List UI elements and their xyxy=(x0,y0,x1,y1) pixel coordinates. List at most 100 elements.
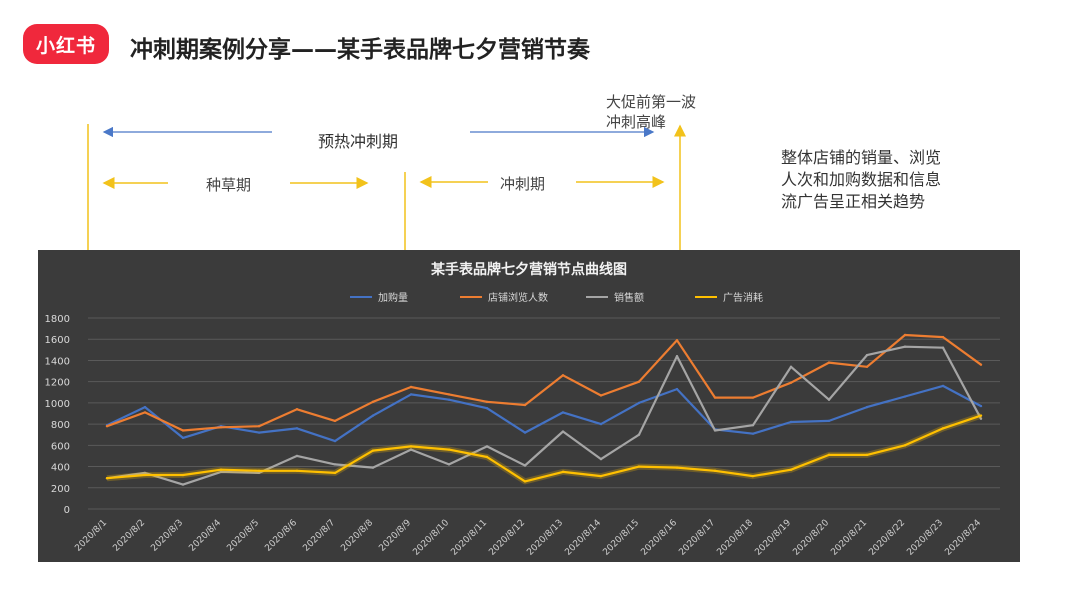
data-point xyxy=(865,453,869,457)
data-point xyxy=(105,477,109,480)
data-point xyxy=(789,381,793,384)
legend-label: 销售额 xyxy=(614,291,644,304)
data-point xyxy=(371,466,375,469)
data-point xyxy=(561,430,565,433)
data-point xyxy=(941,335,945,339)
page-title: 冲刺期案例分享——某手表品牌七夕营销节奏 xyxy=(130,37,590,63)
preheat-label: 预热冲刺期 xyxy=(318,132,399,151)
data-point xyxy=(257,425,261,428)
data-point xyxy=(143,473,147,477)
y-tick-label: 1800 xyxy=(45,314,70,325)
insight-note-line: 整体店铺的销量、浏览 xyxy=(781,148,942,167)
data-point xyxy=(789,468,793,471)
data-point xyxy=(333,463,337,466)
data-point xyxy=(257,469,261,472)
data-point xyxy=(865,353,869,357)
data-point xyxy=(409,448,413,451)
data-point xyxy=(789,420,793,424)
xiaohongshu-logo: 小红书 xyxy=(23,24,109,64)
data-point xyxy=(751,474,755,478)
y-tick-label: 1600 xyxy=(45,335,70,346)
data-point xyxy=(979,363,983,366)
data-point xyxy=(333,439,337,443)
data-point xyxy=(447,398,451,401)
y-tick-label: 800 xyxy=(51,420,70,431)
data-point xyxy=(599,457,603,461)
data-point xyxy=(941,384,945,388)
data-point xyxy=(675,339,679,342)
data-point xyxy=(599,422,603,426)
data-point xyxy=(675,466,679,469)
peak-label-line2: 冲刺高峰 xyxy=(606,113,667,131)
data-point xyxy=(599,474,603,478)
data-point xyxy=(409,445,413,448)
data-point xyxy=(143,471,147,475)
data-point xyxy=(751,432,755,435)
data-point xyxy=(409,393,413,396)
y-tick-label: 1400 xyxy=(45,356,70,367)
data-point xyxy=(371,400,375,404)
data-point xyxy=(447,448,451,451)
data-point xyxy=(219,468,223,471)
data-point xyxy=(143,411,147,414)
chart-title: 某手表品牌七夕营销节点曲线图 xyxy=(431,261,627,278)
y-tick-label: 600 xyxy=(51,441,70,452)
data-point xyxy=(447,393,451,396)
legend-label: 店铺浏览人数 xyxy=(488,291,548,304)
data-point xyxy=(903,333,907,337)
data-point xyxy=(637,433,641,436)
insight-note-line: 人次和加购数据和信息 xyxy=(781,170,942,189)
data-point xyxy=(941,427,945,430)
data-point xyxy=(295,408,299,411)
data-point xyxy=(257,431,261,434)
data-point xyxy=(371,414,375,417)
data-point xyxy=(523,431,527,434)
series-line-3 xyxy=(106,414,982,483)
data-point xyxy=(903,345,907,348)
data-point xyxy=(713,429,717,432)
data-point xyxy=(181,436,185,440)
data-point xyxy=(181,473,185,477)
data-point xyxy=(979,404,983,408)
insight-note: 整体店铺的销量、浏览 人次和加购数据和信息 流广告呈正相关趋势 xyxy=(781,147,981,213)
data-point xyxy=(751,396,755,399)
data-point xyxy=(561,374,565,377)
data-point xyxy=(713,396,717,399)
peak-label-line1: 大促前第一波 xyxy=(606,93,697,111)
legend-label: 广告消耗 xyxy=(723,291,763,304)
data-point xyxy=(637,401,641,405)
data-point xyxy=(447,463,451,466)
data-point xyxy=(143,405,147,409)
data-point xyxy=(485,455,489,459)
insight-note-line: 流广告呈正相关趋势 xyxy=(781,192,926,211)
data-point xyxy=(675,387,679,391)
data-point xyxy=(637,380,641,383)
data-point xyxy=(485,445,489,448)
data-point xyxy=(903,444,907,447)
sprint-label: 冲刺期 xyxy=(500,175,546,193)
data-point xyxy=(219,470,223,474)
data-point xyxy=(523,480,527,483)
data-point xyxy=(181,429,185,432)
data-point xyxy=(827,398,831,401)
data-point xyxy=(485,400,489,404)
data-point xyxy=(485,406,489,410)
y-tick-label: 400 xyxy=(51,463,70,474)
data-point xyxy=(561,470,565,474)
data-point xyxy=(333,471,337,475)
chart-background xyxy=(38,250,1020,562)
data-point xyxy=(751,423,755,427)
data-point xyxy=(295,427,299,430)
y-tick-label: 200 xyxy=(51,484,70,495)
data-point xyxy=(333,419,337,423)
data-point xyxy=(561,411,565,414)
y-tick-label: 1000 xyxy=(45,399,70,410)
data-point xyxy=(105,425,109,428)
chart-legend: 加购量 店铺浏览人数 销售额 广告消耗 xyxy=(350,291,763,304)
y-tick-label: 1200 xyxy=(45,378,70,389)
data-point xyxy=(295,454,299,458)
series-line-1 xyxy=(106,333,982,432)
data-point xyxy=(219,426,223,429)
data-point xyxy=(523,403,527,407)
series-line-2 xyxy=(106,345,982,486)
